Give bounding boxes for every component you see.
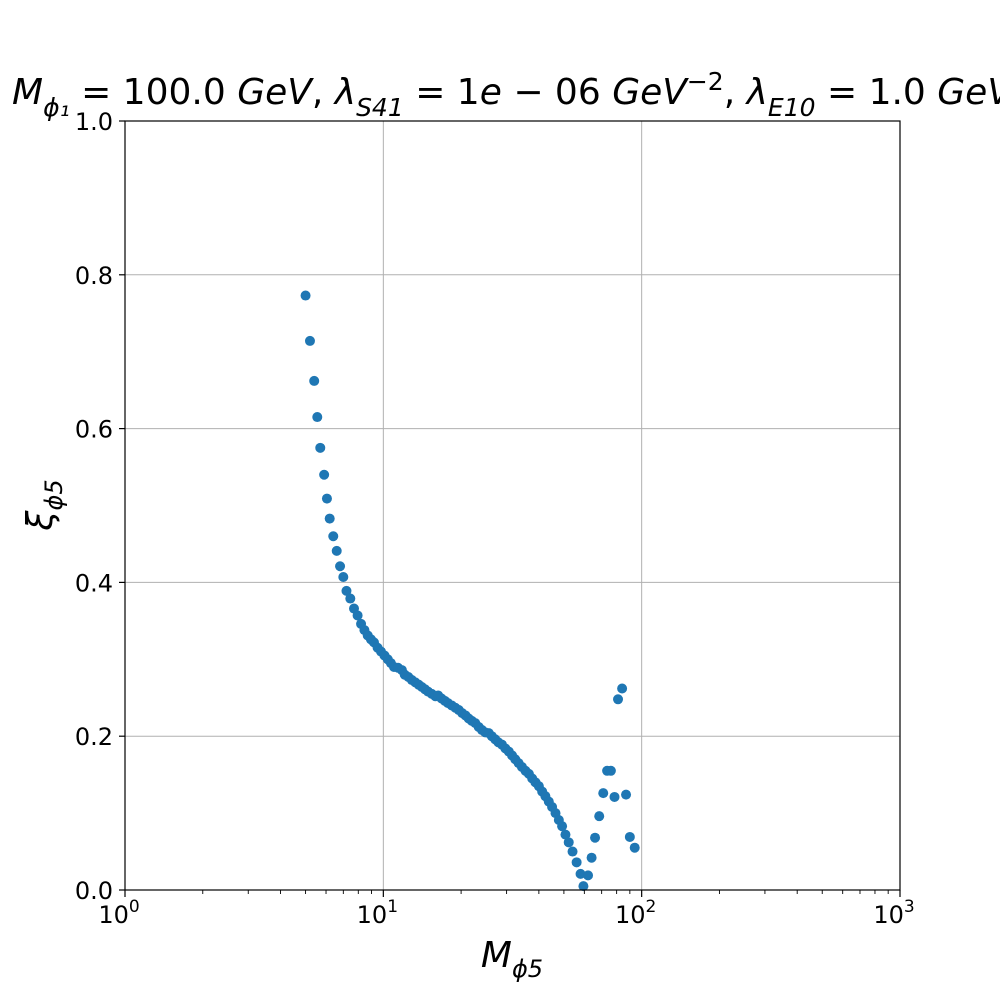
data-point xyxy=(331,545,342,556)
data-point xyxy=(563,837,574,848)
data-point xyxy=(571,857,582,868)
y-tick-label: 1.0 xyxy=(75,108,113,136)
x-tick-label: 100 xyxy=(98,897,139,929)
data-point xyxy=(560,829,571,840)
data-point xyxy=(578,881,589,892)
y-axis-label: ξϕ5 xyxy=(20,479,68,531)
data-point xyxy=(583,870,594,881)
y-tick-label: 0.2 xyxy=(75,723,113,751)
y-tick-label: 0.0 xyxy=(75,877,113,905)
axis-ticks: 0.0 0.2 0.4 0.6 0.8 1.0 100 101 102 103 xyxy=(75,108,915,929)
data-point xyxy=(328,531,339,542)
data-point xyxy=(617,683,628,694)
data-point xyxy=(304,335,315,346)
data-point xyxy=(312,412,323,423)
data-point xyxy=(324,513,335,524)
data-point xyxy=(338,572,349,583)
data-point xyxy=(300,290,311,301)
data-point xyxy=(613,694,624,705)
data-point xyxy=(609,791,620,802)
data-point xyxy=(309,375,320,386)
x-tick-label: 103 xyxy=(873,897,914,929)
data-point xyxy=(557,821,568,832)
data-point xyxy=(629,842,640,853)
y-tick-label: 0.6 xyxy=(75,416,113,444)
data-point xyxy=(345,593,356,604)
data-point xyxy=(319,469,330,480)
data-point xyxy=(590,832,601,843)
data-point xyxy=(624,831,635,842)
data-point xyxy=(575,868,586,879)
data-point xyxy=(335,561,346,572)
plot-frame xyxy=(124,120,901,891)
data-point xyxy=(594,811,605,822)
x-tick-label: 101 xyxy=(357,897,398,929)
data-point xyxy=(321,493,332,504)
x-axis-label: Mϕ5 xyxy=(481,935,543,983)
data-point xyxy=(621,789,632,800)
chart-title: Mϕ₁ = 100.0 GeV, λS41 = 1e − 06 GeV−2, λ… xyxy=(12,67,1000,122)
data-point xyxy=(598,788,609,799)
data-point xyxy=(586,852,597,863)
data-point xyxy=(341,585,352,596)
y-tick-label: 0.4 xyxy=(75,569,113,597)
data-point xyxy=(605,765,616,776)
data-point xyxy=(567,846,578,857)
y-tick-label: 0.8 xyxy=(75,262,113,290)
data-point xyxy=(352,610,363,621)
scatter-points xyxy=(300,290,640,892)
x-tick-label: 102 xyxy=(615,897,656,929)
data-point xyxy=(315,442,326,453)
